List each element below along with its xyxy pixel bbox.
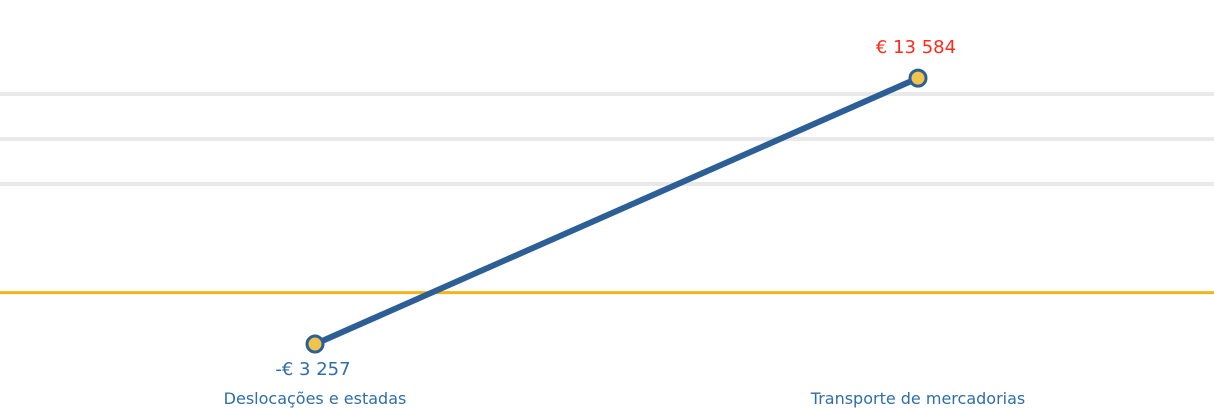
category-label-layer: Deslocações e estadas Transporte de merca… (224, 389, 1026, 408)
background-scan-texture (0, 94, 1214, 184)
series-line (315, 78, 918, 344)
series-layer (307, 70, 926, 352)
category-label: Transporte de mercadorias (810, 389, 1025, 408)
category-label: Deslocações e estadas (224, 389, 407, 408)
data-label: -€ 3 257 (275, 359, 350, 380)
data-label: € 13 584 (876, 37, 956, 58)
data-point (307, 336, 323, 352)
data-point (910, 70, 926, 86)
